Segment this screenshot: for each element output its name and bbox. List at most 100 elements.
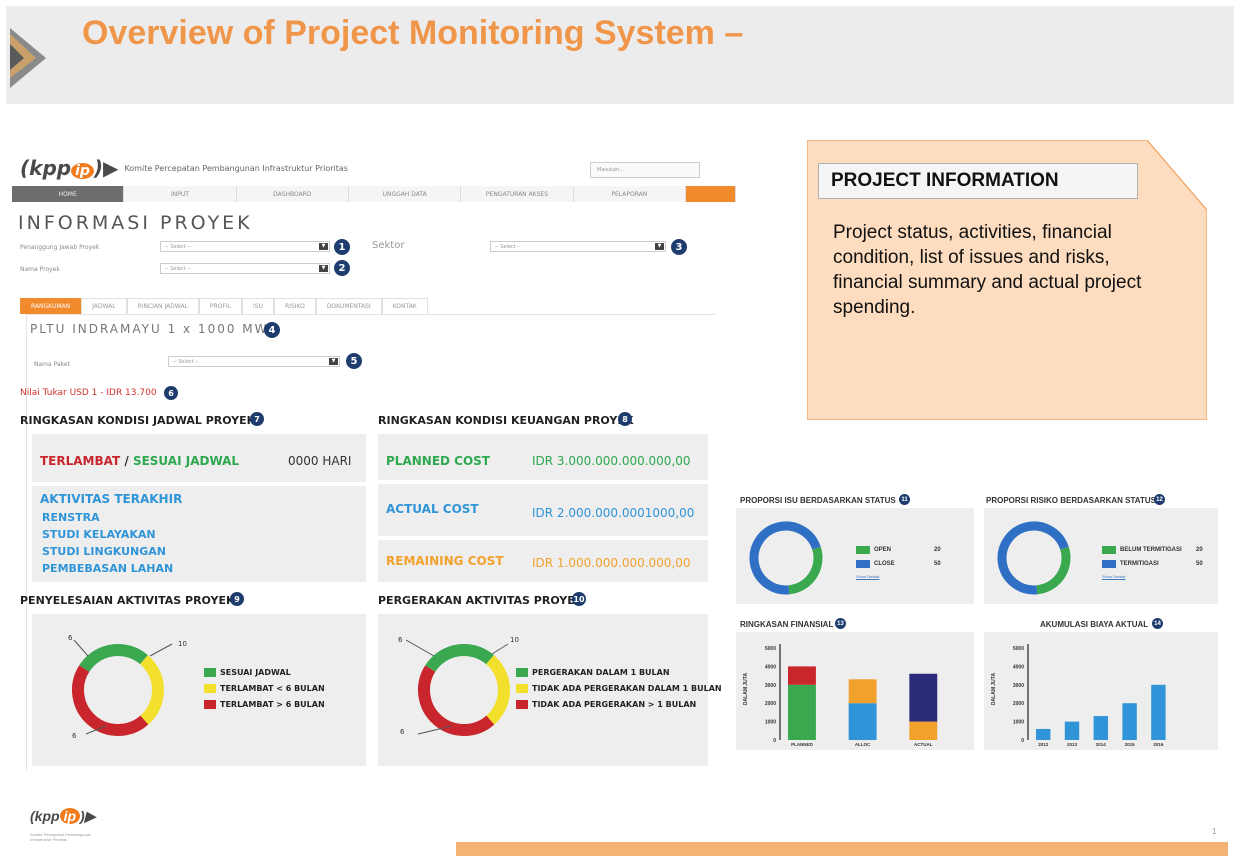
app-logo[interactable]: (kpp ip)▶ xyxy=(20,156,119,180)
bar xyxy=(1064,721,1080,740)
x-tick-label: 2015 xyxy=(1125,742,1136,747)
badge-10: 10 xyxy=(572,592,586,606)
tab-documentation[interactable]: DOKUMENTASI xyxy=(315,298,382,314)
issues-details-link[interactable]: Show Details xyxy=(856,574,880,579)
completion-label: 6 xyxy=(68,634,73,642)
schedule-summary-title: RINGKASAN KONDISI JADWAL PROYEK xyxy=(20,414,256,427)
issues-legend-open: OPEN xyxy=(856,546,891,554)
risks-legend-unmitigated: BELUM TERMITIGASI xyxy=(1102,546,1182,554)
planned-cost-box xyxy=(378,434,708,480)
y-tick-label: 0 xyxy=(773,738,776,744)
movement-label: 6 xyxy=(398,636,403,644)
movement-slice xyxy=(485,655,510,725)
schedule-status-box xyxy=(32,434,366,482)
y-tick-label: 1000 xyxy=(765,720,776,726)
tab-summary[interactable]: RANGKUMAN xyxy=(20,298,82,314)
badge-14: 14 xyxy=(1152,618,1163,629)
planned-cost-label: PLANNED COST xyxy=(386,454,490,468)
schedule-status: TERLAMBAT / SESUAI JADWAL xyxy=(40,454,240,468)
bar xyxy=(1036,728,1051,740)
bar-segment xyxy=(848,703,877,740)
header-decoration-icon xyxy=(10,28,46,88)
tab-issues[interactable]: ISU xyxy=(241,298,274,314)
nav-access[interactable]: PENGATURAN AKSES xyxy=(461,186,574,202)
remaining-cost-box xyxy=(378,540,708,582)
x-tick-label: 2016 xyxy=(1153,742,1164,747)
completion-title: PENYELESAIAN AKTIVITAS PROYEK xyxy=(20,594,235,607)
risks-details-link[interactable]: Show Details xyxy=(1102,574,1126,579)
completion-legend-item: SESUAI JADWAL xyxy=(204,668,291,677)
package-select[interactable]: -- Select -- ▼ xyxy=(168,356,340,367)
delay-days: 0000 HARI xyxy=(288,454,352,468)
badge-13: 13 xyxy=(835,618,846,629)
nav-report[interactable]: PELAPORAN xyxy=(574,186,686,202)
badge-2: 2 xyxy=(334,260,350,276)
actual-cost-value: IDR 2.000.000.0001000,00 xyxy=(532,506,695,520)
footer-logo: (kpp ip)▶ xyxy=(30,808,96,824)
movement-slice xyxy=(418,665,495,736)
activity-item: PEMBEBASAN LAHAN xyxy=(42,562,174,575)
completion-label: 6 xyxy=(72,732,77,740)
nav-home[interactable]: HOME xyxy=(12,186,125,202)
accumulation-bar-chart: 5000 4000 3000 2000 1000 0 2012 2013 2014 2015 201… xyxy=(1013,644,1166,747)
app-screenshot: (kpp ip)▶ Komite Percepatan Pembangunan I… xyxy=(12,148,736,770)
badge-6: 6 xyxy=(164,386,178,400)
sector-label: Sektor xyxy=(372,240,405,251)
tab-schedule-detail[interactable]: RINCIAN JADWAL xyxy=(126,298,199,314)
completion-donut xyxy=(72,639,173,736)
search-input[interactable]: Masukan... xyxy=(590,162,700,178)
bar-segment xyxy=(848,679,877,704)
owner-label: Penanggung Jawab Proyek xyxy=(20,244,100,251)
badge-12: 12 xyxy=(1154,494,1165,505)
slide-title: Overview of Project Monitoring System – xyxy=(82,14,744,52)
y-tick-label: 5000 xyxy=(1013,646,1024,652)
badge-4: 4 xyxy=(264,322,280,338)
x-tick-label: ACTUAL xyxy=(914,742,933,747)
risks-slice xyxy=(1036,546,1071,595)
x-tick-label: 2013 xyxy=(1067,742,1078,747)
movement-legend-item: TIDAK ADA PERGERAKAN DALAM 1 BULAN xyxy=(516,684,722,693)
accumulation-ylabel: DALAM JUTA xyxy=(991,672,998,706)
tab-risks[interactable]: RISIKO xyxy=(273,298,316,314)
brand: (kpp ip)▶ Komite Percepatan Pembangunan I… xyxy=(20,156,348,180)
actual-cost-box xyxy=(378,484,708,536)
risks-slice xyxy=(997,521,1069,595)
financial-summary-title: RINGKASAN FINANSIAL xyxy=(740,620,834,629)
tab-bar: RANGKUMAN JADWAL RINCIAN JADWAL PROFIL I… xyxy=(20,298,428,314)
completion-slice xyxy=(139,655,164,725)
last-activity-box xyxy=(32,486,366,582)
issues-open-value: 20 xyxy=(934,547,941,553)
risks-mitigated-value: 50 xyxy=(1196,561,1203,567)
bar-segment xyxy=(909,673,938,722)
movement-title: PERGERAKAN AKTIVITAS PROYEK xyxy=(378,594,584,607)
planned-cost-value: IDR 3.000.000.000.000,00 xyxy=(532,454,691,468)
movement-donut xyxy=(405,639,510,736)
badge-1: 1 xyxy=(334,239,350,255)
badge-9: 9 xyxy=(230,592,244,606)
page-number: 1 xyxy=(1212,827,1217,836)
slide-header xyxy=(6,6,1234,104)
last-activity-title: AKTIVITAS TERAKHIR xyxy=(40,492,183,506)
risks-legend-mitigated: TERMITIGASI xyxy=(1102,560,1159,568)
project-select[interactable]: -- Select -- ▼ xyxy=(160,263,330,274)
owner-select[interactable]: -- Select -- ▼ xyxy=(160,241,330,252)
actual-cost-label: ACTUAL COST xyxy=(386,502,479,516)
tab-contact[interactable]: KONTAK xyxy=(381,298,428,314)
sector-select[interactable]: -- Select -- ▼ xyxy=(490,241,666,252)
nav-upload[interactable]: UNGGAH DATA xyxy=(349,186,462,202)
completion-panel xyxy=(32,614,366,766)
remaining-cost-label: REMAINING COST xyxy=(386,554,504,568)
badge-11: 11 xyxy=(899,494,910,505)
tab-schedule[interactable]: JADWAL xyxy=(81,298,127,314)
bar xyxy=(1151,684,1166,740)
nav-input[interactable]: INPUT xyxy=(124,186,237,202)
badge-7: 7 xyxy=(250,412,264,426)
y-tick-label: 5000 xyxy=(765,646,776,652)
bar xyxy=(1122,703,1137,740)
exchange-rate: Nilai Tukar USD 1 - IDR 13.700 xyxy=(20,388,157,398)
project-name: PLTU INDRAMAYU 1 x 1000 MW xyxy=(30,322,269,336)
badge-3: 3 xyxy=(671,239,687,255)
nav-dashboard[interactable]: DASHBOARD xyxy=(237,186,349,202)
movement-legend-item: TIDAK ADA PERGERAKAN > 1 BULAN xyxy=(516,700,696,709)
tab-profile[interactable]: PROFIL xyxy=(198,298,242,314)
